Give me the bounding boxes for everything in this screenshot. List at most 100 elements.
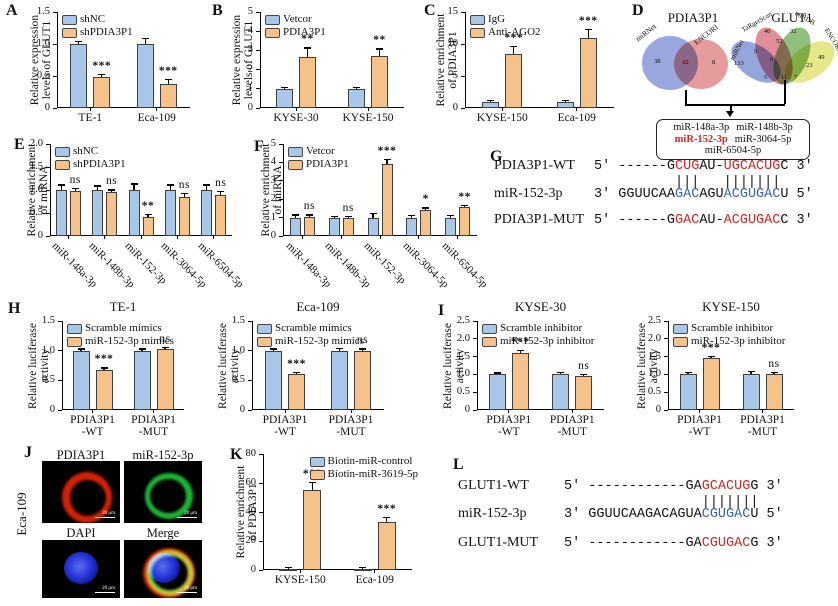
error-bar-cap	[359, 348, 366, 350]
plot-area	[57, 12, 190, 108]
y-tick-label: 20	[245, 535, 257, 546]
x-tick	[379, 236, 381, 239]
y-tick-label: 60	[245, 477, 257, 488]
bar	[377, 522, 396, 570]
legend-swatch	[309, 456, 325, 467]
venn-region-count: 32	[790, 28, 797, 35]
y-tick	[248, 409, 252, 411]
error-bar	[513, 47, 515, 55]
bar	[156, 349, 174, 410]
error-bar	[564, 100, 566, 102]
connector-line	[730, 104, 732, 111]
sequence-row: miR-152-3p 3' GGUUCAAGACAGUACGUGACU 5'	[458, 506, 783, 523]
x-tick	[176, 236, 179, 239]
x-tick	[418, 236, 420, 239]
legend-entry: miR-152-3p inhibitor	[482, 335, 594, 348]
y-tick-label: 5	[247, 6, 253, 17]
error-bar	[272, 349, 275, 351]
panel-label-B: B	[212, 2, 223, 19]
bar	[354, 351, 371, 410]
legend-label: miR-152-3p mimics	[275, 335, 364, 347]
y-tick	[473, 373, 477, 376]
legend-swatch	[673, 323, 688, 334]
y-tick-label: 80	[245, 448, 257, 459]
bar	[420, 210, 432, 236]
bar	[279, 568, 298, 571]
panel-label-A: A	[6, 2, 18, 19]
x-category-label: KYSE-150	[342, 112, 394, 124]
x-category-label: PDIA3P1 -WT	[486, 414, 532, 438]
y-tick	[46, 143, 50, 145]
significance-label: ns	[215, 177, 227, 190]
error-bar-cap	[359, 566, 367, 569]
plot-area	[62, 321, 184, 410]
x-tick	[576, 108, 578, 111]
panel-label-H: H	[8, 300, 21, 317]
plot-area	[477, 321, 604, 410]
y-tick-label: 0	[44, 102, 50, 113]
y-tick	[259, 511, 263, 513]
error-bar-cap	[166, 184, 174, 186]
legend-label: shNC	[80, 13, 106, 25]
significance-label: ns	[69, 174, 81, 187]
mirna-box: miR-148a-3p miR-148b-3p miR-152-3p miR-3…	[656, 119, 810, 160]
legend-swatch	[482, 336, 497, 347]
legend-entry: Biotin-miR-control	[309, 455, 418, 468]
error-bar	[710, 356, 712, 359]
plot-area	[283, 144, 477, 236]
error-bar-cap	[141, 37, 149, 40]
significance-label: ns	[356, 334, 369, 347]
panel-label-L: L	[453, 456, 464, 473]
y-tick-label: 3	[247, 44, 253, 56]
significance-label: ns	[105, 175, 118, 188]
bar	[575, 376, 593, 410]
y-tick	[664, 409, 668, 411]
legend-swatch	[482, 323, 497, 334]
y-tick-label: 0	[270, 230, 276, 241]
error-bar	[490, 100, 492, 102]
cell-line-label: Eca-109	[14, 492, 29, 536]
significance-label: ns	[342, 201, 354, 214]
y-tick	[473, 320, 477, 322]
legend-label: shPDIA3P1	[73, 158, 126, 170]
legend-swatch	[288, 146, 303, 157]
legend: Scramble inhibitor miR-152-3p inhibitor	[673, 322, 785, 348]
y-tick-label: 0	[37, 230, 43, 241]
y-tick	[53, 11, 57, 13]
y-tick	[58, 320, 62, 322]
scale-bar	[177, 592, 197, 593]
legend-entry: Scramble inhibitor	[673, 322, 785, 335]
y-tick	[279, 217, 283, 219]
y-tick-label: 0.5	[456, 386, 470, 398]
legend-swatch	[55, 146, 70, 157]
y-tick	[259, 453, 263, 455]
error-bar-cap	[100, 367, 108, 369]
legend-swatch	[62, 27, 77, 38]
bar-chart-glut1-overexpression: Relative expression levels of GLUT1 0 1 2 3 4 5…	[224, 6, 412, 128]
error-bar-cap	[304, 47, 311, 49]
error-bar	[74, 189, 76, 192]
x-tick	[213, 236, 215, 239]
error-bar	[425, 208, 427, 211]
y-tick	[473, 409, 477, 411]
y-tick	[259, 540, 263, 542]
error-bar-cap	[516, 349, 524, 351]
venn-region-count: 133	[734, 60, 744, 67]
image-title-mir152: miR-152-3p	[132, 448, 194, 462]
scale-bar-label: 20 μm	[102, 511, 115, 516]
error-bar	[750, 371, 752, 375]
y-tick	[248, 379, 252, 382]
legend: Scramble mimics miR-152-3p mimics	[257, 322, 364, 348]
venn-region-count: 8	[712, 59, 716, 66]
venn-region-count: 9	[754, 48, 758, 55]
y-axis-label: Relative luciferase activity	[27, 322, 51, 409]
error-bar	[78, 42, 80, 44]
error-bar-cap	[487, 99, 495, 101]
error-bar	[560, 372, 562, 375]
error-bar-cap	[108, 189, 116, 191]
x-category-label: KYSE-150	[476, 112, 528, 124]
bar	[367, 217, 379, 236]
error-bar-cap	[161, 346, 169, 348]
y-tick	[256, 88, 260, 90]
bar	[406, 217, 418, 236]
